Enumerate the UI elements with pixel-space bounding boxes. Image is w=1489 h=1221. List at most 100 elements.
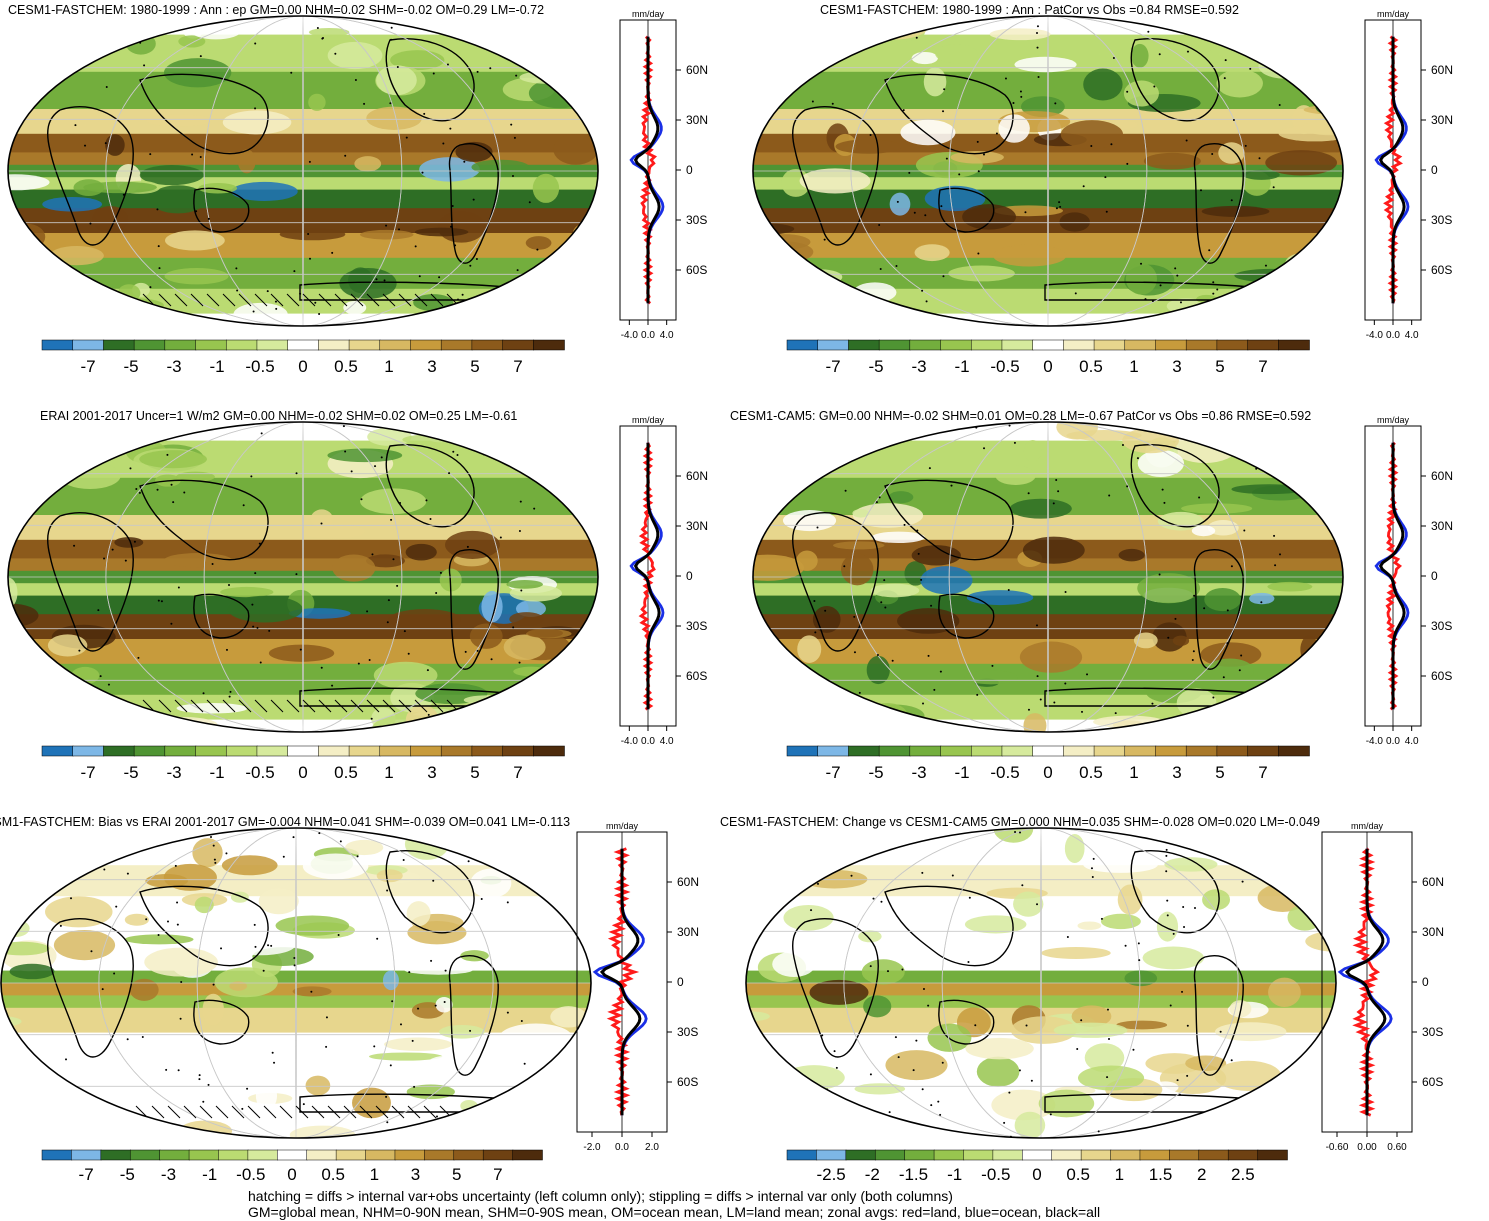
colorbar-tick-label: -0.5: [245, 357, 274, 376]
colorbar-swatch: [1155, 745, 1187, 757]
colorbar-tick-label: 0.5: [1079, 763, 1103, 782]
colorbar-swatch: [878, 339, 911, 351]
zonal-curve-all: [633, 442, 661, 710]
colorbar-swatch: [816, 1149, 847, 1161]
zonal-curve-all: [1344, 848, 1387, 1116]
colorbar-tick-label: 0.5: [321, 1165, 345, 1184]
colorbar-swatch: [909, 745, 942, 757]
colorbar-tick-label: -0.5: [990, 763, 1019, 782]
colorbar-swatch: [256, 339, 289, 351]
colorbar-swatch: [1001, 339, 1034, 351]
colorbar-swatch: [878, 745, 911, 757]
colorbar-tick-label: 2.5: [1231, 1165, 1255, 1184]
colorbar-tick-label: -7: [79, 1165, 94, 1184]
colorbar-tick-label: -5: [868, 763, 883, 782]
colorbar-swatch: [848, 339, 880, 351]
panel-title: CESM1-FASTCHEM: Change vs CESM1-CAM5 GM=…: [720, 815, 1320, 829]
colorbar-swatch: [533, 339, 565, 351]
colorbar-tick-label: -0.5: [981, 1165, 1010, 1184]
colorbar-swatch: [1198, 1149, 1229, 1161]
colorbar-swatch: [1051, 1149, 1082, 1161]
colorbar-swatch: [1278, 745, 1310, 757]
lat-tick-label: 60N: [1431, 469, 1453, 483]
panel-1: CESM1-FASTCHEM: 1980-1999 : Ann : ep GM=…: [0, 0, 745, 405]
colorbar-tick-label: -3: [911, 357, 926, 376]
colorbar-tick-label: 1: [370, 1165, 379, 1184]
colorbar-tick-label: -1: [209, 357, 224, 376]
colorbar-swatch: [940, 745, 972, 757]
colorbar-tick-label: -2.5: [816, 1165, 845, 1184]
zonal-average-plot: mm/day 60N 30N 0 30S 60S -4.0 0.0 4.0: [1364, 415, 1453, 747]
colorbar-swatch: [1124, 745, 1157, 757]
colorbar-tick-label: -5: [868, 357, 883, 376]
colorbar-swatch: [41, 339, 74, 351]
colorbar-swatch: [348, 745, 381, 757]
colorbar-swatch: [786, 745, 819, 757]
colorbar-tick-label: 0.5: [1066, 1165, 1090, 1184]
lat-tick-label: 60N: [1431, 63, 1453, 77]
colorbar-swatch: [440, 745, 473, 757]
zonal-x-tick-label: -4.0: [621, 330, 639, 341]
colorbar-swatch: [103, 745, 135, 757]
colorbar-tick-label: 0: [287, 1165, 296, 1184]
lat-tick-label: 30S: [686, 619, 707, 633]
colorbar-swatch: [1247, 339, 1280, 351]
panel-graphic: mm/day 60N 30N 0 30S 60S -2.0 0.0 2.0 -7 -5 -3 -1 -0.…: [0, 821, 699, 1184]
zonal-x-tick-label: -0.60: [1326, 1142, 1349, 1153]
colorbar-tick-label: -3: [166, 357, 181, 376]
colorbar-tick-label: 7: [513, 357, 522, 376]
colorbar-swatch: [786, 1149, 818, 1161]
lat-tick-label: 30S: [677, 1025, 698, 1039]
colorbar-swatch: [786, 339, 819, 351]
colorbar-tick-label: -3: [166, 763, 181, 782]
zonal-unit-label: mm/day: [1377, 415, 1410, 425]
colorbar-swatch: [1063, 745, 1095, 757]
colorbar-swatch: [471, 339, 504, 351]
colorbar-swatch: [1093, 339, 1126, 351]
zonal-unit-label: mm/day: [1351, 821, 1384, 831]
colorbar-tick-label: 0.5: [334, 763, 358, 782]
colorbar-swatch: [379, 339, 412, 351]
lat-tick-label: 0: [1431, 569, 1438, 583]
colorbar-swatch: [970, 339, 1003, 351]
zonal-x-tick-label: -4.0: [1366, 330, 1384, 341]
lat-tick-label: 60N: [686, 63, 708, 77]
colorbar-tick-label: -0.5: [990, 357, 1019, 376]
colorbar-tick-label: 5: [452, 1165, 461, 1184]
colorbar: -7 -5 -3 -1 -0.5 0 0.5 1 3 5 7: [41, 1149, 543, 1184]
colorbar-swatch: [348, 339, 381, 351]
colorbar-swatch: [1257, 1149, 1288, 1161]
lat-tick-label: 60S: [677, 1075, 698, 1089]
colorbar-swatch: [453, 1149, 484, 1161]
lat-tick-label: 30S: [686, 213, 707, 227]
colorbar-swatch: [1216, 339, 1249, 351]
colorbar-tick-label: 0.5: [334, 357, 358, 376]
colorbar-tick-label: 1: [1129, 763, 1138, 782]
colorbar-tick-label: 1: [1129, 357, 1138, 376]
panel-2: CESM1-FASTCHEM: 1980-1999 : Ann : PatCor…: [745, 0, 1489, 405]
colorbar-tick-label: 1: [1115, 1165, 1124, 1184]
colorbar-swatch: [164, 339, 197, 351]
colorbar-tick-label: 2: [1197, 1165, 1206, 1184]
colorbar-swatch: [512, 1149, 543, 1161]
lat-tick-label: 30S: [1422, 1025, 1443, 1039]
colorbar-swatch: [1022, 1149, 1053, 1161]
colorbar-swatch: [410, 745, 442, 757]
colorbar-tick-label: -3: [161, 1165, 176, 1184]
colorbar-swatch: [970, 745, 1003, 757]
colorbar-swatch: [940, 339, 972, 351]
colorbar-tick-label: 1.5: [1149, 1165, 1173, 1184]
colorbar-swatch: [247, 1149, 279, 1161]
panel-4: CESM1-CAM5: GM=0.00 NHM=-0.02 SHM=0.01 O…: [730, 406, 1489, 811]
colorbar-tick-label: 0: [1043, 357, 1052, 376]
lat-tick-label: 60S: [686, 263, 707, 277]
colorbar-tick-label: 5: [1215, 357, 1224, 376]
colorbar-tick-label: -5: [120, 1165, 135, 1184]
colorbar-tick-label: 5: [470, 763, 479, 782]
panel-graphic: mm/day 60N 30N 0 30S 60S -4.0 0.0 4.0 -7 -5 -3 -1 -0.…: [7, 9, 708, 376]
colorbar-swatch: [1227, 1149, 1259, 1161]
colorbar-tick-label: 3: [1172, 763, 1181, 782]
colorbar-swatch: [72, 745, 105, 757]
colorbar-swatch: [1278, 339, 1310, 351]
map-field: [8, 422, 598, 732]
